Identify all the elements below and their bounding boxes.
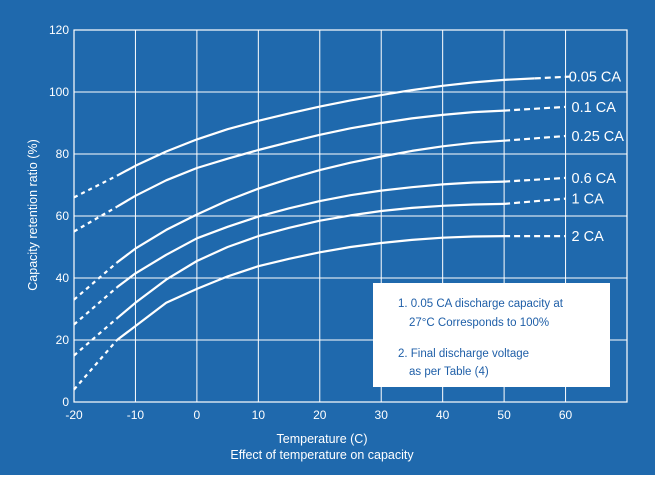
curve-label: 0.6 CA: [572, 171, 617, 187]
curve-dashed-high: [504, 197, 566, 205]
curve-label: 1 CA: [572, 192, 605, 208]
y-tick-label: 80: [56, 147, 70, 161]
curve-solid: [116, 139, 505, 264]
x-tick-label: 20: [313, 408, 327, 422]
x-tick-label: -10: [127, 408, 145, 422]
note-line-4: as per Table (4): [409, 366, 489, 378]
x-tick-label: 0: [194, 408, 201, 422]
curve-dashed-high: [504, 105, 566, 112]
y-tick-label: 0: [62, 395, 69, 409]
tick-labels: -20 -10 0 10 20 30 40 50 60 0 20 40 60 80 100 120: [49, 23, 573, 422]
curve-dashed-high: [504, 134, 566, 142]
x-tick-label: 30: [375, 408, 389, 422]
curve-label: 0.05 CA: [569, 70, 622, 86]
curve-solid: [116, 109, 505, 208]
x-tick-label: 40: [436, 408, 450, 422]
x-tick-label: 50: [497, 408, 511, 422]
curve-solid: [116, 77, 535, 177]
curve-dashed-low: [73, 317, 118, 357]
x-axis-title: Temperature (C): [277, 432, 368, 446]
note-line-1: 1. 0.05 CA discharge capacity at: [398, 298, 564, 310]
note-line-2: 27°C Corresponds to 100%: [409, 317, 549, 329]
note-line-3: 2. Final discharge voltage: [398, 348, 529, 360]
x-tick-label: 60: [559, 408, 573, 422]
x-tick-label: -20: [65, 408, 83, 422]
curve-solid: [116, 180, 505, 289]
note-box: 1. 0.05 CA discharge capacity at 27°C Co…: [373, 283, 610, 387]
y-axis-title: Capacity retention ratio (%): [26, 139, 40, 290]
curve-labels: 0.05 CA 0.1 CA 0.25 CA 0.6 CA 1 CA 2 CA: [569, 70, 625, 246]
chart-caption: Effect of temperature on capacity: [230, 448, 414, 462]
curve-dashed-low: [73, 174, 118, 199]
curve-label: 2 CA: [572, 229, 605, 245]
curve-label: 0.1 CA: [572, 100, 617, 116]
curve-dashed-low: [73, 261, 118, 301]
curve-solid: [116, 235, 505, 341]
curve-solid: [116, 202, 505, 320]
y-tick-label: 20: [56, 333, 70, 347]
x-tick-label: 10: [252, 408, 266, 422]
y-tick-label: 40: [56, 271, 70, 285]
note-box-background: [373, 283, 610, 387]
curve-label: 0.25 CA: [572, 129, 625, 145]
curve-dashed-high: [504, 176, 566, 183]
curve-dashed-high: [534, 75, 572, 80]
y-tick-label: 100: [49, 85, 69, 99]
y-tick-label: 60: [56, 209, 70, 223]
curve-dashed-low: [73, 286, 118, 326]
curves: [73, 75, 572, 391]
curve-dashed-low: [73, 339, 118, 391]
curve-dashed-low: [73, 205, 118, 233]
y-tick-label: 120: [49, 23, 69, 37]
